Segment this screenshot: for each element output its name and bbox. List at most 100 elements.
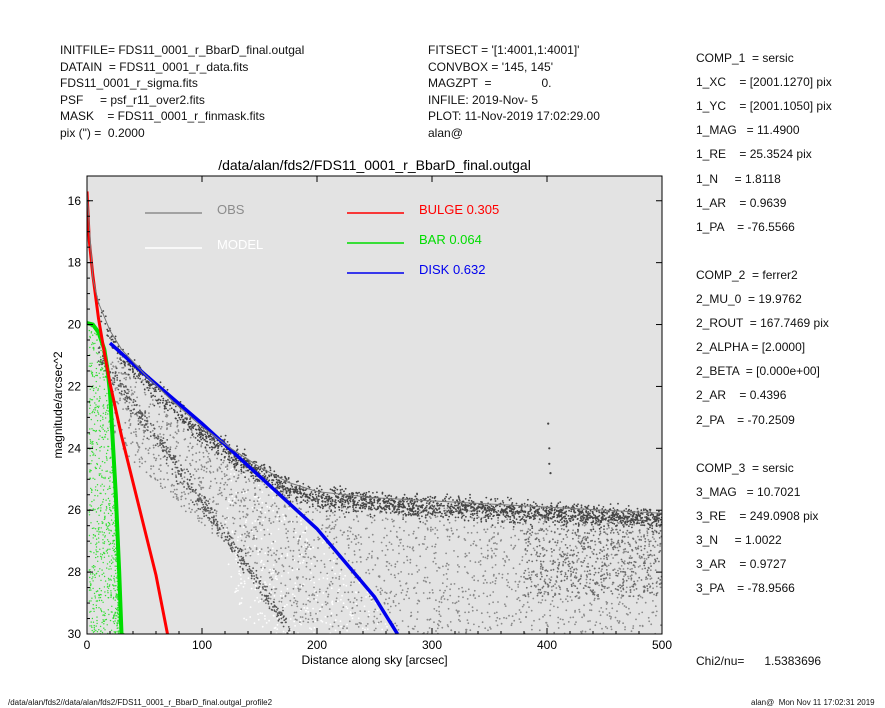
- data-point: [274, 591, 276, 594]
- data-point: [510, 536, 513, 539]
- data-point: [254, 599, 256, 602]
- data-point: [617, 513, 620, 515]
- data-point: [254, 480, 256, 482]
- data-point: [467, 505, 469, 508]
- data-point: [414, 510, 417, 513]
- data-point: [657, 519, 660, 522]
- data-point: [231, 530, 234, 532]
- data-point: [390, 590, 393, 593]
- data-point: [490, 498, 493, 501]
- data-point: [259, 551, 261, 553]
- data-point: [323, 566, 326, 568]
- data-point: [454, 516, 457, 519]
- data-point: [309, 612, 312, 614]
- data-point: [579, 517, 582, 519]
- data-point: [641, 568, 644, 570]
- data-point: [246, 459, 248, 462]
- data-point: [583, 524, 586, 527]
- data-point: [332, 559, 335, 562]
- data-point: [364, 493, 367, 496]
- data-point: [508, 558, 510, 561]
- data-point: [254, 493, 257, 496]
- data-point: [198, 493, 201, 496]
- data-point: [138, 465, 141, 468]
- data-point: [543, 530, 545, 532]
- data-point: [385, 565, 388, 567]
- data-point: [406, 500, 408, 503]
- data-point: [162, 397, 165, 400]
- data-point: [585, 514, 588, 517]
- data-point: [518, 580, 521, 583]
- data-point: [114, 341, 117, 343]
- data-point: [654, 605, 657, 608]
- data-point: [122, 408, 124, 410]
- data-point: [585, 554, 588, 557]
- data-point: [536, 573, 538, 576]
- data-point: [470, 510, 473, 513]
- data-point: [235, 587, 238, 590]
- data-point: [225, 521, 227, 523]
- data-point: [259, 468, 262, 470]
- data-point: [236, 477, 239, 480]
- data-point: [490, 505, 493, 507]
- data-point: [477, 579, 479, 582]
- data-point: [407, 573, 410, 575]
- data-point: [377, 621, 380, 624]
- data-point: [240, 472, 243, 475]
- data-point: [172, 491, 175, 493]
- data-point: [310, 546, 312, 548]
- data-point: [534, 502, 537, 505]
- data-point: [142, 383, 145, 386]
- data-point: [337, 625, 340, 627]
- data-point: [578, 608, 581, 611]
- data-point: [412, 546, 414, 549]
- data-point: [149, 403, 152, 406]
- data-point: [351, 561, 354, 564]
- data-point: [322, 505, 325, 508]
- data-point: [296, 521, 298, 523]
- data-point: [614, 514, 617, 516]
- data-point: [561, 521, 563, 523]
- data-point: [490, 509, 492, 511]
- data-point: [172, 496, 175, 498]
- data-point: [143, 391, 146, 394]
- data-point: [281, 487, 284, 489]
- data-point: [203, 466, 206, 469]
- data-point: [445, 585, 448, 588]
- data-point: [381, 492, 384, 495]
- data-point: [453, 583, 456, 585]
- data-point: [434, 507, 437, 510]
- data-point: [458, 565, 460, 568]
- data-point: [586, 506, 589, 508]
- data-point: [618, 543, 621, 545]
- data-point: [243, 580, 246, 583]
- data-point: [402, 548, 405, 551]
- data-point: [190, 428, 193, 430]
- data-point: [505, 507, 508, 510]
- data-point: [422, 521, 425, 524]
- data-point: [237, 491, 239, 494]
- data-point: [259, 612, 262, 614]
- data-point: [467, 519, 470, 522]
- data-point: [300, 623, 302, 626]
- data-point: [223, 456, 226, 459]
- data-point: [373, 507, 376, 509]
- data-point: [646, 530, 649, 532]
- data-point: [606, 565, 608, 568]
- data-point: [426, 513, 429, 516]
- data-point: [445, 528, 448, 531]
- data-point: [467, 572, 469, 575]
- data-point: [636, 507, 639, 510]
- data-point: [113, 341, 115, 344]
- data-point: [409, 615, 412, 618]
- data-point: [484, 516, 486, 519]
- data-point: [446, 624, 449, 626]
- data-point: [524, 553, 527, 556]
- data-point: [328, 628, 331, 630]
- header-left-line: INITFILE= FDS11_0001_r_BbarD_final.outga…: [60, 43, 305, 57]
- data-point: [306, 542, 309, 544]
- data-point: [464, 611, 466, 614]
- data-point: [305, 552, 307, 555]
- data-point: [325, 497, 328, 500]
- data-point: [159, 433, 162, 435]
